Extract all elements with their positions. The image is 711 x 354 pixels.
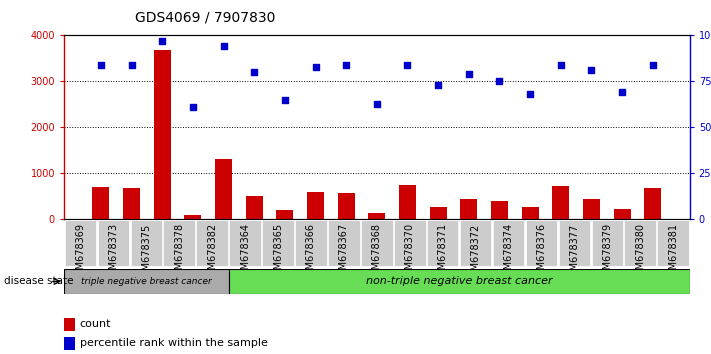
Point bbox=[95, 62, 107, 68]
Bar bbox=[338, 193, 355, 219]
Point bbox=[402, 62, 413, 68]
Bar bbox=[461, 199, 477, 219]
FancyBboxPatch shape bbox=[262, 221, 294, 266]
Point bbox=[647, 62, 658, 68]
Bar bbox=[399, 185, 416, 219]
Text: GSM678377: GSM678377 bbox=[570, 223, 579, 282]
Text: GSM678378: GSM678378 bbox=[174, 223, 184, 282]
Bar bbox=[64, 337, 75, 350]
Bar bbox=[583, 199, 600, 219]
Text: GSM678366: GSM678366 bbox=[306, 223, 316, 282]
FancyBboxPatch shape bbox=[328, 221, 360, 266]
Point bbox=[187, 104, 198, 110]
FancyBboxPatch shape bbox=[427, 221, 459, 266]
Point bbox=[341, 62, 352, 68]
FancyBboxPatch shape bbox=[624, 221, 656, 266]
Text: GSM678369: GSM678369 bbox=[75, 223, 85, 282]
Text: GSM678375: GSM678375 bbox=[141, 223, 151, 282]
Text: count: count bbox=[80, 319, 111, 329]
Text: GSM678382: GSM678382 bbox=[207, 223, 217, 282]
Point bbox=[432, 82, 444, 88]
Bar bbox=[368, 212, 385, 219]
FancyBboxPatch shape bbox=[361, 221, 392, 266]
Text: GSM678380: GSM678380 bbox=[635, 223, 646, 282]
FancyBboxPatch shape bbox=[131, 221, 162, 266]
Text: non-triple negative breast cancer: non-triple negative breast cancer bbox=[366, 276, 552, 286]
Point bbox=[248, 69, 260, 75]
FancyBboxPatch shape bbox=[65, 221, 96, 266]
Text: percentile rank within the sample: percentile rank within the sample bbox=[80, 338, 267, 348]
Point bbox=[494, 79, 506, 84]
Text: GSM678370: GSM678370 bbox=[405, 223, 415, 282]
FancyBboxPatch shape bbox=[164, 221, 195, 266]
Point bbox=[555, 62, 567, 68]
Point bbox=[156, 38, 168, 44]
FancyBboxPatch shape bbox=[592, 221, 623, 266]
Bar bbox=[614, 209, 631, 219]
Point bbox=[279, 97, 291, 103]
Text: GSM678364: GSM678364 bbox=[240, 223, 250, 282]
Bar bbox=[123, 188, 140, 219]
Point bbox=[371, 101, 383, 106]
FancyBboxPatch shape bbox=[559, 221, 590, 266]
Point bbox=[586, 68, 597, 73]
FancyBboxPatch shape bbox=[493, 221, 524, 266]
Point bbox=[525, 91, 536, 97]
Bar bbox=[491, 201, 508, 219]
Text: GSM678374: GSM678374 bbox=[503, 223, 513, 282]
FancyBboxPatch shape bbox=[295, 221, 327, 266]
Text: GSM678372: GSM678372 bbox=[471, 223, 481, 282]
Text: GSM678381: GSM678381 bbox=[668, 223, 678, 282]
FancyBboxPatch shape bbox=[658, 221, 689, 266]
Bar bbox=[154, 50, 171, 219]
Bar bbox=[64, 269, 229, 294]
FancyBboxPatch shape bbox=[196, 221, 228, 266]
Bar bbox=[215, 159, 232, 219]
Text: GSM678379: GSM678379 bbox=[602, 223, 612, 282]
Bar bbox=[552, 186, 570, 219]
Point bbox=[310, 64, 321, 69]
Bar bbox=[429, 207, 447, 219]
FancyBboxPatch shape bbox=[230, 221, 261, 266]
Bar bbox=[64, 318, 75, 331]
Bar bbox=[92, 187, 109, 219]
Text: GSM678368: GSM678368 bbox=[372, 223, 382, 282]
Point bbox=[463, 71, 474, 77]
FancyBboxPatch shape bbox=[460, 221, 491, 266]
Point bbox=[126, 62, 137, 68]
Text: triple negative breast cancer: triple negative breast cancer bbox=[81, 277, 212, 286]
Bar bbox=[522, 207, 538, 219]
Text: GSM678376: GSM678376 bbox=[537, 223, 547, 282]
Point bbox=[616, 90, 628, 95]
Text: GSM678365: GSM678365 bbox=[273, 223, 283, 282]
Bar bbox=[246, 196, 262, 219]
Bar bbox=[307, 192, 324, 219]
Bar bbox=[229, 269, 690, 294]
Bar bbox=[277, 210, 293, 219]
Text: GDS4069 / 7907830: GDS4069 / 7907830 bbox=[135, 11, 275, 25]
Text: disease state: disease state bbox=[4, 276, 73, 286]
Text: GSM678367: GSM678367 bbox=[339, 223, 349, 282]
Bar bbox=[184, 215, 201, 219]
Text: GSM678371: GSM678371 bbox=[438, 223, 448, 282]
FancyBboxPatch shape bbox=[394, 221, 426, 266]
Point bbox=[218, 44, 229, 49]
FancyBboxPatch shape bbox=[525, 221, 557, 266]
Text: GSM678373: GSM678373 bbox=[108, 223, 119, 282]
Bar bbox=[644, 188, 661, 219]
FancyBboxPatch shape bbox=[97, 221, 129, 266]
